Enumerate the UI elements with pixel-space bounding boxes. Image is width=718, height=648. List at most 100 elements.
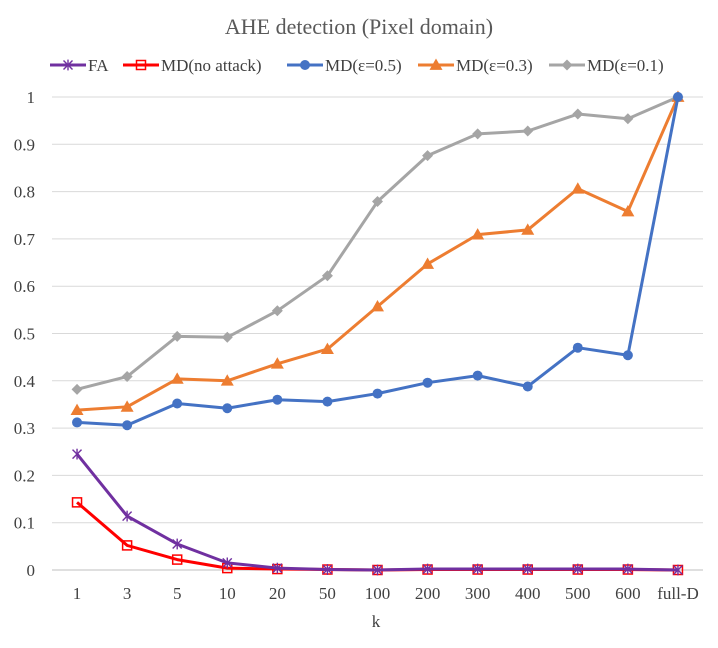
legend-label: MD(ε=0.3) [456, 56, 533, 75]
x-tick-label: 1 [73, 584, 82, 603]
data-point [471, 228, 485, 240]
data-point [220, 374, 234, 386]
chart-title: AHE detection (Pixel domain) [225, 14, 493, 39]
data-point [121, 371, 133, 383]
data-point [72, 417, 83, 428]
data-point [561, 59, 573, 71]
y-tick-label: 1 [27, 88, 36, 107]
data-point [320, 342, 334, 354]
x-axis-label: k [372, 612, 381, 631]
data-point [172, 538, 183, 550]
data-point [171, 330, 183, 342]
data-point [572, 563, 583, 575]
y-tick-label: 0.9 [14, 135, 35, 154]
x-tick-label: 5 [173, 584, 182, 603]
legend-label: MD(no attack) [161, 56, 262, 75]
legend-item: MD(ε=0.1) [549, 56, 664, 75]
y-tick-label: 0.1 [14, 514, 35, 533]
data-point [221, 331, 233, 343]
x-tick-label: 10 [219, 584, 236, 603]
data-point [272, 562, 283, 574]
data-point [120, 400, 134, 412]
data-point [171, 554, 183, 565]
data-point [300, 60, 310, 70]
series-group [70, 90, 685, 576]
x-tick-label: 500 [565, 584, 591, 603]
data-point [170, 372, 184, 384]
x-tick-label: 50 [319, 584, 336, 603]
data-point [270, 357, 284, 369]
data-point [372, 564, 383, 576]
x-tick-label: 300 [465, 584, 491, 603]
data-point [621, 204, 635, 217]
series-line [76, 96, 680, 427]
data-point [321, 270, 333, 282]
y-tick-label: 0.3 [14, 419, 35, 438]
x-tick-label: 3 [123, 584, 132, 603]
data-point [63, 59, 73, 71]
data-point [222, 403, 233, 414]
data-point [122, 420, 133, 431]
data-point [672, 92, 683, 102]
data-point [429, 58, 443, 70]
legend-label: FA [88, 56, 109, 75]
y-tick-label: 0 [27, 561, 36, 580]
x-axis-ticks: 1 3 5 10 20 50 100 200 300 400 500 600 full-D [73, 584, 699, 603]
data-point [421, 257, 435, 269]
data-point [422, 150, 434, 162]
data-point [672, 564, 683, 576]
series-line [76, 501, 678, 572]
data-point [70, 403, 84, 416]
legend: FA MD(no attack) MD(ε=0.5) MD(ε=0.3) MD(ε=0.… [50, 56, 664, 75]
legend-item: MD(ε=0.3) [418, 56, 533, 75]
y-tick-label: 0.7 [14, 230, 36, 249]
data-point [572, 342, 583, 353]
data-point [222, 557, 233, 569]
data-point [322, 564, 333, 575]
legend-item: FA [50, 56, 109, 75]
data-point [271, 305, 283, 317]
series-MD(ε=0.3) [70, 90, 685, 416]
data-point [272, 394, 283, 405]
y-tick-label: 0.4 [14, 372, 36, 391]
x-tick-label: 600 [615, 584, 641, 603]
x-tick-label: 20 [269, 584, 286, 603]
data-point [122, 510, 133, 522]
data-point [121, 540, 133, 551]
data-point [71, 383, 83, 395]
data-point [172, 398, 183, 409]
data-point [422, 377, 433, 388]
legend-item: MD(ε=0.5) [287, 56, 402, 75]
legend-item: MD(no attack) [123, 56, 262, 75]
series-line [75, 453, 678, 572]
y-axis-ticks: 0 0.1 0.2 0.3 0.4 0.5 0.6 0.7 0.8 0.9 1 [14, 88, 36, 580]
data-point [71, 497, 83, 508]
gridlines [52, 96, 703, 571]
data-point [472, 128, 484, 140]
data-point [372, 388, 383, 399]
series-FA [72, 448, 683, 576]
data-point [622, 350, 633, 361]
legend-label: MD(ε=0.5) [325, 56, 402, 75]
data-point [521, 223, 535, 235]
x-tick-label: 100 [365, 584, 391, 603]
data-point [522, 381, 533, 392]
data-point [372, 196, 383, 208]
data-point [322, 396, 333, 407]
y-tick-label: 0.2 [14, 466, 35, 485]
data-point [472, 370, 483, 381]
data-point [522, 125, 534, 137]
data-point [72, 448, 83, 460]
data-point [622, 113, 634, 125]
data-point [522, 563, 533, 575]
data-point [371, 300, 384, 312]
legend-label: MD(ε=0.1) [587, 56, 664, 75]
series-line [76, 95, 679, 391]
data-point [472, 563, 483, 575]
data-point [422, 563, 433, 575]
y-tick-label: 0.8 [14, 183, 35, 202]
series-MD(ε=0.1) [71, 91, 684, 395]
data-point [135, 59, 147, 71]
